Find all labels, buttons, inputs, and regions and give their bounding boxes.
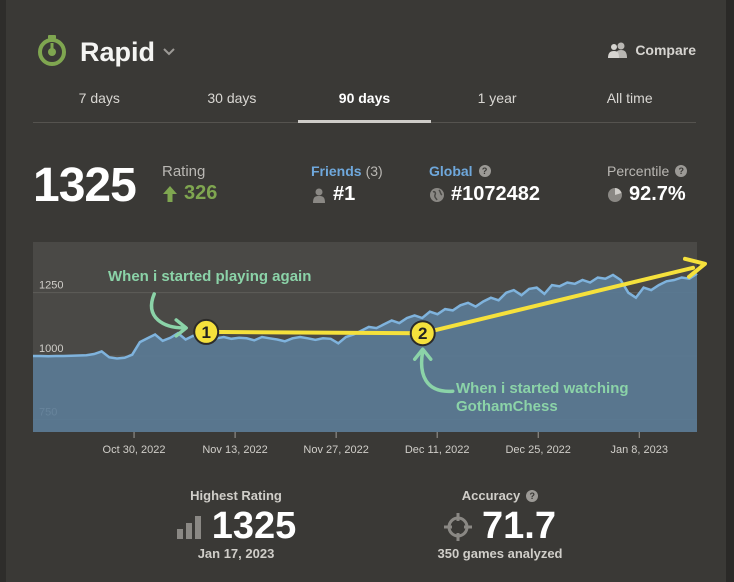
user-icon xyxy=(313,188,325,203)
percentile-value: 92.7% xyxy=(629,183,686,205)
annotation-text-2-line2: GothamChess xyxy=(456,398,558,415)
annotation-text-2: When i started watching GothamChess xyxy=(456,380,629,416)
help-icon[interactable]: ? xyxy=(526,489,539,502)
y-tick-label: 1000 xyxy=(39,343,63,355)
help-icon[interactable]: ? xyxy=(675,165,688,177)
accuracy-value: 71.7 xyxy=(482,505,556,547)
crosshair-icon xyxy=(444,512,473,541)
stats-header: Rapid xyxy=(36,32,175,72)
friends-label-row: Friends (3) xyxy=(311,163,383,179)
accuracy-block: Accuracy ? 71.7 350 games analyzed xyxy=(410,488,590,561)
tab-all-time[interactable]: All time xyxy=(606,90,653,106)
accuracy-label: Accuracy xyxy=(461,488,521,503)
pie-icon xyxy=(608,187,622,202)
annotation-marker-1 xyxy=(193,318,220,345)
help-icon[interactable]: ? xyxy=(478,165,491,177)
time-range-tabs: 7 days 30 days 90 days 1 year All time xyxy=(33,82,696,123)
global-rank-row: #1072482 xyxy=(429,183,540,206)
annotation-arrow-1 xyxy=(149,292,186,330)
accuracy-value-row: 71.7 xyxy=(410,505,590,548)
trend-line-1 xyxy=(204,329,425,336)
rating-label: Rating xyxy=(162,163,206,180)
chart-x-axis: Oct 30, 2022 Nov 13, 2022 Nov 27, 2022 Dec … xyxy=(33,444,697,460)
arrow-up-icon xyxy=(163,185,177,202)
highest-rating-value: 1325 xyxy=(211,505,297,547)
percentile-label: Percentile xyxy=(607,163,670,179)
annotation-text-1: When i started playing again xyxy=(108,268,312,285)
annotation-arrowhead-1 xyxy=(174,318,188,338)
compare-label: Compare xyxy=(635,42,696,58)
annotation-marker-2-label: 2 xyxy=(418,324,427,343)
friends-rank: #1 xyxy=(333,183,356,205)
stopwatch-icon xyxy=(36,34,68,71)
window-right-edge xyxy=(726,0,734,582)
annotation-marker-1-label: 1 xyxy=(201,323,210,342)
global-stat: Global ? #1072482 xyxy=(429,163,540,206)
tab-30-days[interactable]: 30 days xyxy=(207,90,257,106)
y-tick-label: 1250 xyxy=(39,280,63,292)
bar-chart-icon xyxy=(176,515,201,539)
percentile-value-row: 92.7% xyxy=(607,183,687,206)
global-label-row: Global ? xyxy=(429,163,540,179)
friends-count: (3) xyxy=(365,163,383,179)
tab-7-days[interactable]: 7 days xyxy=(78,90,120,106)
compare-button[interactable]: Compare xyxy=(607,42,696,58)
x-tick-label: Dec 25, 2022 xyxy=(505,444,571,456)
percentile-label-row: Percentile ? xyxy=(607,163,688,179)
tab-90-days[interactable]: 90 days xyxy=(298,82,431,123)
friends-rank-row: #1 xyxy=(311,183,383,206)
highest-rating-block: Highest Rating 1325 Jan 17, 2023 xyxy=(150,488,322,561)
games-analyzed: 350 games analyzed xyxy=(437,546,563,561)
annotation-text-2-line1: When i started watching xyxy=(456,380,629,397)
highest-rating-label: Highest Rating xyxy=(190,488,282,503)
x-tick-label: Nov 27, 2022 xyxy=(303,444,369,456)
users-icon xyxy=(608,42,628,58)
globe-icon xyxy=(430,187,444,202)
highest-rating-date: Jan 17, 2023 xyxy=(197,546,275,561)
annotation-marker-2 xyxy=(409,320,436,347)
annotation-arrow-2 xyxy=(419,349,455,393)
rating-area xyxy=(33,273,697,432)
rating-block: Rating 326 xyxy=(162,163,217,205)
rating-change: 326 xyxy=(162,182,217,205)
highest-rating-value-row: 1325 xyxy=(150,505,322,548)
annotation-arrowhead-2 xyxy=(412,347,433,361)
percentile-stat: Percentile ? 92.7% xyxy=(607,163,688,206)
x-tick-label: Nov 13, 2022 xyxy=(202,444,268,456)
game-type-title[interactable]: Rapid xyxy=(80,36,156,67)
x-tick-label: Dec 11, 2022 xyxy=(404,444,470,456)
x-tick-label: Oct 30, 2022 xyxy=(102,444,166,456)
x-tick-label: Jan 8, 2023 xyxy=(610,444,669,456)
current-rating: 1325 xyxy=(33,159,137,212)
trend-arrowhead xyxy=(683,256,707,279)
window-left-edge xyxy=(0,0,6,582)
chevron-down-icon[interactable] xyxy=(163,43,175,61)
friends-stat[interactable]: Friends (3) #1 xyxy=(311,163,383,206)
rating-chart[interactable]: 7501000125012 xyxy=(33,242,707,438)
accuracy-label-row: Accuracy ? xyxy=(410,488,590,503)
friends-label[interactable]: Friends xyxy=(311,163,362,179)
global-rank: #1072482 xyxy=(451,183,540,205)
global-label[interactable]: Global xyxy=(429,163,473,179)
rating-change-value: 326 xyxy=(184,182,218,204)
tab-1-year[interactable]: 1 year xyxy=(477,90,517,106)
rating-line xyxy=(33,272,698,360)
trend-line-2 xyxy=(420,265,695,336)
